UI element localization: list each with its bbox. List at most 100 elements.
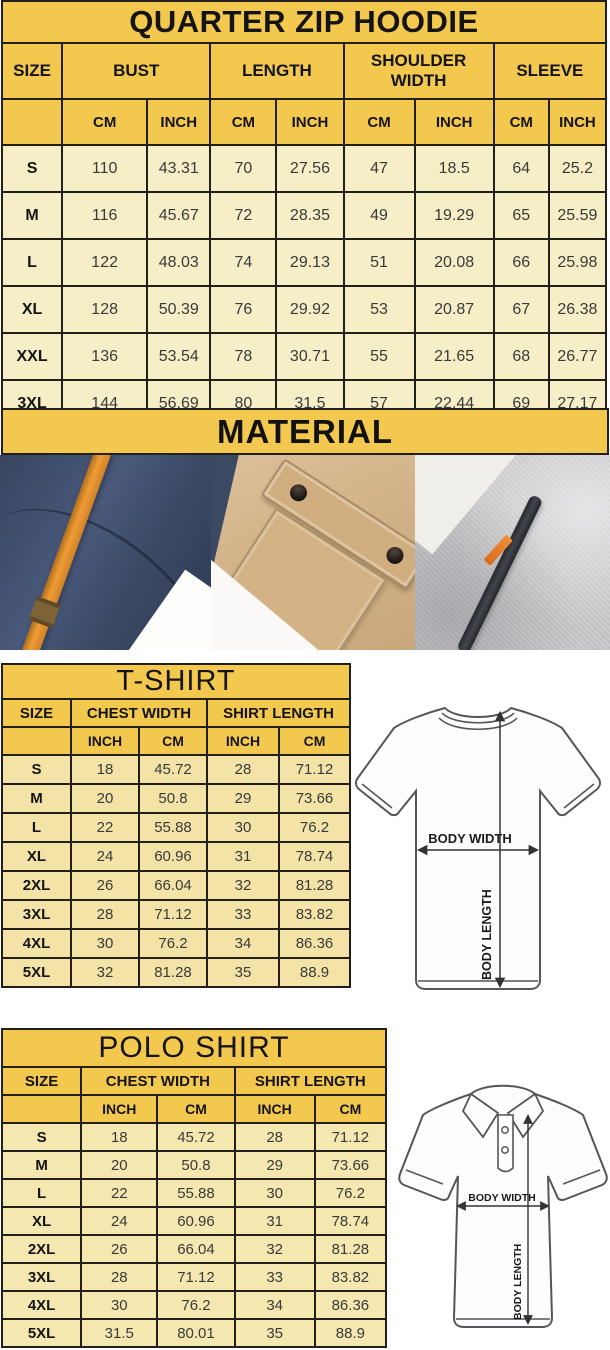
unit-cm: CM bbox=[278, 726, 351, 756]
table-row: 4XL 30 76.2 34 86.36 bbox=[1, 928, 351, 959]
size-label-cell: XL bbox=[0, 1206, 83, 1236]
measurement-cell: 34 bbox=[233, 1290, 316, 1320]
button-placket bbox=[497, 1114, 514, 1173]
unit-cm: CM bbox=[138, 726, 208, 756]
measurement-cell: 32 bbox=[233, 1234, 316, 1264]
measurement-cell: 128 bbox=[61, 285, 149, 334]
measurement-cell: 71.12 bbox=[138, 899, 208, 930]
measurement-cell: 31 bbox=[206, 841, 280, 872]
size-label-cell: M bbox=[1, 783, 72, 814]
size-label-cell: 3XL bbox=[0, 1262, 83, 1292]
measurement-cell: 48.03 bbox=[146, 238, 212, 287]
hoodie-title-row: QUARTER ZIP HOODIE bbox=[1, 0, 607, 44]
measurement-cell: 110 bbox=[61, 144, 149, 193]
sleeve-cuff-line bbox=[361, 783, 393, 809]
tshirt-measurement-diagram: BODY WIDTH BODY LENGTH bbox=[355, 706, 601, 990]
table-row: L 22 55.88 30 76.2 bbox=[0, 1178, 388, 1208]
unit-cm: CM bbox=[313, 1094, 388, 1124]
measurement-cell: 32 bbox=[206, 870, 280, 901]
measurement-cell: 80.01 bbox=[156, 1318, 236, 1348]
measurement-cell: 31 bbox=[233, 1206, 316, 1236]
measurement-cell: 60.96 bbox=[156, 1206, 236, 1236]
unit-cm: CM bbox=[492, 98, 550, 146]
measurement-cell: 86.36 bbox=[278, 928, 351, 959]
hoodie-group-header-row: SIZE BUST LENGTH SHOULDER WIDTH SLEEVE bbox=[0, 42, 608, 100]
unit-inch: INCH bbox=[80, 1094, 159, 1124]
measurement-cell: 45.72 bbox=[138, 754, 208, 785]
measurement-cell: 64 bbox=[492, 144, 550, 193]
size-label-cell: M bbox=[0, 191, 64, 240]
table-row: 2XL 26 66.04 32 81.28 bbox=[0, 1234, 388, 1264]
polo-measurement-diagram: BODY WIDTH BODY LENGTH bbox=[398, 1084, 608, 1328]
measurement-cell: 83.82 bbox=[278, 899, 351, 930]
table-row: S 18 45.72 28 71.12 bbox=[0, 1122, 388, 1152]
polo-table-title: POLO SHIRT bbox=[1, 1028, 387, 1068]
size-label-cell: 4XL bbox=[0, 1290, 83, 1320]
unit-cm: CM bbox=[156, 1094, 236, 1124]
col-header-chest-width: CHEST WIDTH bbox=[70, 698, 208, 728]
tshirt-size-table: T-SHIRT SIZE CHEST WIDTH SHIRT LENGTH IN… bbox=[1, 663, 351, 988]
tshirt-table-title: T-SHIRT bbox=[1, 663, 351, 700]
snap-button-icon bbox=[383, 543, 407, 568]
measurement-cell: 24 bbox=[80, 1206, 159, 1236]
measurement-cell: 28 bbox=[70, 899, 140, 930]
hoodie-unit-header-row: CM INCH CM INCH CM INCH CM INCH bbox=[0, 98, 608, 146]
table-row: 5XL 31.5 80.01 35 88.9 bbox=[0, 1318, 388, 1348]
size-label-cell: XL bbox=[0, 285, 64, 334]
measurement-cell: 66.04 bbox=[156, 1234, 236, 1264]
measurement-cell: 26 bbox=[70, 870, 140, 901]
measurement-cell: 35 bbox=[233, 1318, 316, 1348]
body-width-label: BODY WIDTH bbox=[428, 831, 512, 846]
col-header-shirt-length: SHIRT LENGTH bbox=[233, 1066, 388, 1096]
measurement-cell: 34 bbox=[206, 928, 280, 959]
table-row: 5XL 32 81.28 35 88.9 bbox=[1, 957, 351, 988]
measurement-cell: 78.74 bbox=[278, 841, 351, 872]
measurement-cell: 66 bbox=[492, 238, 550, 287]
measurement-cell: 78 bbox=[209, 332, 278, 381]
measurement-cell: 29 bbox=[206, 783, 280, 814]
measurement-cell: 122 bbox=[61, 238, 149, 287]
material-title: MATERIAL bbox=[216, 412, 394, 450]
unit-cm: CM bbox=[61, 98, 149, 146]
size-label-cell: L bbox=[0, 238, 64, 287]
table-row: L 22 55.88 30 76.2 bbox=[1, 812, 351, 843]
col-header-sleeve: SLEEVE bbox=[492, 42, 608, 100]
measurement-cell: 30 bbox=[233, 1178, 316, 1208]
measurement-cell: 68 bbox=[492, 332, 550, 381]
measurement-cell: 26.77 bbox=[547, 332, 608, 381]
measurement-cell: 30 bbox=[80, 1290, 159, 1320]
table-row: 2XL 26 66.04 32 81.28 bbox=[1, 870, 351, 901]
measurement-cell: 50.8 bbox=[156, 1150, 236, 1180]
measurement-cell: 88.9 bbox=[278, 957, 351, 988]
col-header-size: SIZE bbox=[0, 42, 64, 100]
measurement-cell: 20 bbox=[70, 783, 140, 814]
measurement-cell: 29.92 bbox=[275, 285, 345, 334]
unit-inch: INCH bbox=[413, 98, 495, 146]
size-label-cell: S bbox=[0, 144, 64, 193]
tshirt-unit-header-row: INCH CM INCH CM bbox=[1, 726, 351, 756]
table-row: M 116 45.67 72 28.35 49 19.29 65 25.59 bbox=[0, 191, 608, 240]
measurement-cell: 35 bbox=[206, 957, 280, 988]
col-header-chest-width: CHEST WIDTH bbox=[80, 1066, 236, 1096]
measurement-cell: 67 bbox=[492, 285, 550, 334]
measurement-cell: 60.96 bbox=[138, 841, 208, 872]
measurement-cell: 28 bbox=[206, 754, 280, 785]
measurement-cell: 22 bbox=[70, 812, 140, 843]
body-length-label: BODY LENGTH bbox=[512, 1244, 524, 1320]
sleeve-cuff-line bbox=[563, 783, 595, 809]
polo-button-icon bbox=[501, 1126, 509, 1134]
measurement-cell: 76.2 bbox=[156, 1290, 236, 1320]
unit-inch: INCH bbox=[206, 726, 280, 756]
measurement-cell: 76.2 bbox=[138, 928, 208, 959]
size-label-cell: 5XL bbox=[1, 957, 72, 988]
table-row: XL 128 50.39 76 29.92 53 20.87 67 26.38 bbox=[0, 285, 608, 334]
size-label-cell: 2XL bbox=[0, 1234, 83, 1264]
col-header-shirt-length: SHIRT LENGTH bbox=[206, 698, 351, 728]
polo-table-body: S 18 45.72 28 71.12 M 20 50.8 29 73.66 L 22 55.88 30 7… bbox=[0, 1122, 388, 1348]
measurement-cell: 65 bbox=[492, 191, 550, 240]
sleeve-cuff-line bbox=[405, 1169, 444, 1185]
measurement-cell: 71.12 bbox=[313, 1122, 388, 1152]
unit-blank-cell bbox=[0, 1094, 83, 1124]
measurement-cell: 31.5 bbox=[80, 1318, 159, 1348]
